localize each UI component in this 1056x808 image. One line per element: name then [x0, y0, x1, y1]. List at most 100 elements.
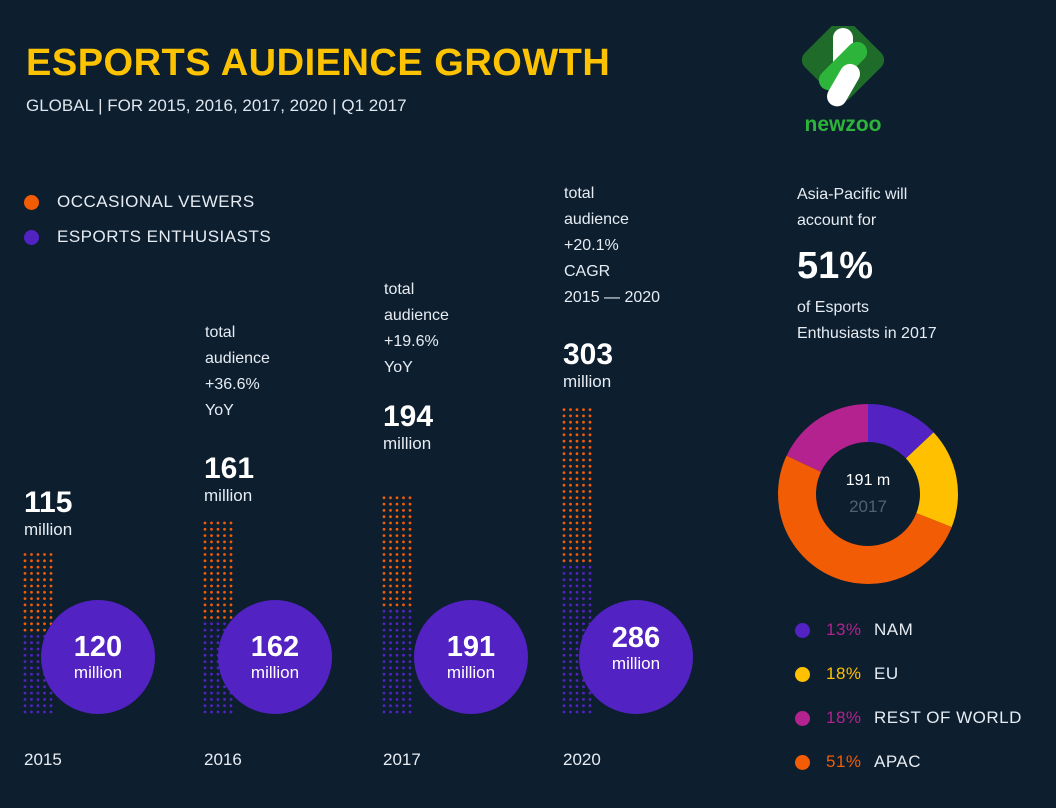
occasional-dot	[395, 572, 399, 575]
enthusiasts-dot	[562, 698, 566, 701]
enthusiasts-dot	[43, 685, 46, 689]
occasional-dot	[229, 584, 233, 588]
enthusiasts-dot	[216, 710, 220, 714]
enthusiasts-dot	[402, 704, 405, 708]
occasional-dot	[36, 597, 40, 600]
occasional-dot	[23, 559, 27, 563]
occasional-dot	[395, 527, 399, 531]
annotation-2020: total audience +20.1% CAGR 2015 — 2020	[564, 185, 661, 306]
occasional-dot	[569, 540, 572, 544]
enthusiasts-dot	[575, 603, 579, 607]
newzoo-logo-icon	[801, 18, 885, 107]
occasional-dot	[588, 559, 592, 563]
occasional-dot	[210, 534, 213, 537]
occasional-dot	[395, 565, 399, 569]
orange-dot-icon	[795, 754, 810, 770]
occasional-dot	[408, 521, 412, 525]
occasional-dot	[382, 509, 386, 512]
occasional-dot	[575, 458, 579, 462]
occasional-dot	[49, 603, 53, 607]
occasional-dot	[562, 414, 566, 418]
occasional-dot	[402, 502, 405, 506]
enthusiasts-dot	[575, 685, 579, 689]
occasional-dot	[575, 534, 579, 537]
occasional-dot	[223, 521, 226, 525]
occasional-dot	[223, 540, 226, 544]
enthusiasts-dot	[562, 691, 566, 695]
occasional-dot	[562, 515, 566, 519]
enthusiasts-dot	[210, 628, 213, 632]
occasional-dot	[203, 590, 207, 594]
occasional-dot	[223, 603, 226, 607]
occasional-dot	[229, 546, 233, 550]
enthusiasts-dot	[30, 647, 33, 651]
enthusiasts-dot	[588, 616, 592, 619]
occasional-dot	[562, 408, 566, 411]
region-donut-chart	[778, 404, 958, 585]
occasional-dot	[582, 534, 585, 537]
occasional-dot	[23, 622, 27, 626]
enthusiasts-dot	[395, 609, 399, 613]
enthusiasts-dot	[575, 565, 579, 569]
newzoo-logo: newzoo	[796, 18, 890, 137]
occasional-dot	[408, 559, 412, 563]
occasional-dot	[382, 527, 386, 531]
enthusiasts-dot	[382, 672, 386, 676]
occasional-dot	[582, 540, 585, 544]
enthusiasts-dot	[395, 647, 399, 651]
occasional-dot	[562, 490, 566, 493]
enthusiasts-dot	[575, 635, 579, 638]
enthusiasts-dot	[575, 616, 579, 619]
enthusiasts-dot	[569, 698, 572, 701]
enthusiasts-bubble-2017: 191 million	[414, 600, 528, 714]
enthusiasts-dot	[49, 704, 53, 708]
enthusiasts-dot	[569, 653, 572, 657]
enthusiasts-dot	[575, 578, 579, 582]
occasional-dot	[582, 414, 585, 418]
occasional-dot	[582, 408, 585, 411]
occasional-dot	[395, 584, 399, 588]
occasional-dot	[223, 609, 226, 613]
enthusiasts-dot	[210, 710, 213, 714]
enthusiasts-dot	[562, 628, 566, 632]
occasional-dot	[36, 553, 40, 556]
enthusiasts-dot	[203, 641, 207, 645]
occasional-dot	[395, 509, 399, 512]
occasional-dot	[402, 603, 405, 607]
enthusiasts-dot	[562, 679, 566, 682]
enthusiasts-dot	[402, 653, 405, 657]
occasional-dot	[588, 439, 592, 443]
occasional-dot	[402, 521, 405, 525]
occasional-dot	[23, 590, 27, 594]
occasional-dot	[36, 616, 40, 619]
occasional-dot	[49, 597, 53, 600]
occasional-dot	[36, 590, 40, 594]
occasional-dot	[582, 483, 585, 487]
enthusiasts-dot	[569, 704, 572, 708]
occasional-dot	[569, 483, 572, 487]
occasional-dot	[402, 540, 405, 544]
enthusiasts-dot	[562, 704, 566, 708]
enthusiasts-dot	[49, 698, 53, 701]
enthusiasts-dot	[408, 628, 412, 632]
legend-label: OCCASIONAL VEWERS	[57, 192, 255, 211]
occasional-dot	[588, 540, 592, 544]
enthusiasts-dot	[569, 603, 572, 607]
occasional-dot	[30, 628, 33, 632]
occasional-dot	[395, 540, 399, 544]
occasional-dot	[36, 628, 40, 632]
occasional-dot	[216, 603, 220, 607]
occasional-dot	[569, 521, 572, 525]
occasional-dot	[395, 603, 399, 607]
occasional-dot	[569, 515, 572, 519]
enthusiasts-dot	[389, 609, 392, 613]
occasional-dot	[569, 471, 572, 474]
enthusiasts-dot	[210, 660, 213, 663]
enthusiasts-dot	[408, 672, 412, 676]
dot-columns	[23, 408, 592, 714]
occasional-dot	[569, 446, 572, 449]
enthusiasts-dot	[408, 698, 412, 701]
occasional-dot	[36, 584, 40, 588]
enthusiasts-dot	[569, 565, 572, 569]
enthusiasts-bubble-2020: 286 million	[579, 600, 693, 714]
